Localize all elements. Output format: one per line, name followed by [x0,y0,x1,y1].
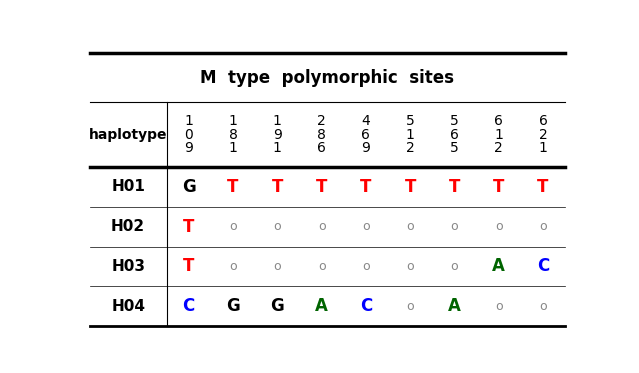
Text: o: o [450,220,458,233]
Text: G: G [226,297,240,315]
Text: 1: 1 [495,128,503,141]
Text: o: o [539,300,547,313]
Text: o: o [318,220,325,233]
Text: T: T [183,257,194,275]
Text: o: o [495,220,502,233]
Text: 9: 9 [184,141,193,155]
Text: T: T [404,178,416,196]
Text: haplotype: haplotype [89,128,167,141]
Text: T: T [227,178,239,196]
Text: 2: 2 [495,141,503,155]
Text: A: A [315,297,328,315]
Text: T: T [537,178,549,196]
Text: 6: 6 [362,128,371,141]
Text: 1: 1 [184,114,193,128]
Text: 5: 5 [450,114,459,128]
Text: 1: 1 [539,141,548,155]
Text: o: o [318,260,325,273]
Text: o: o [229,260,237,273]
Text: 2: 2 [539,128,548,141]
Text: o: o [362,220,370,233]
Text: H04: H04 [111,299,145,314]
Text: o: o [539,220,547,233]
Text: 4: 4 [362,114,370,128]
Text: 9: 9 [273,128,282,141]
Text: o: o [406,300,414,313]
Text: o: o [406,260,414,273]
Text: H03: H03 [111,259,145,274]
Text: 9: 9 [362,141,371,155]
Text: H01: H01 [111,179,145,194]
Text: C: C [183,297,195,315]
Text: 2: 2 [406,141,415,155]
Text: 1: 1 [273,141,282,155]
Text: G: G [182,178,196,196]
Text: 6: 6 [317,141,326,155]
Text: A: A [448,297,461,315]
Text: T: T [493,178,504,196]
Text: T: T [272,178,283,196]
Text: 6: 6 [450,128,459,141]
Text: 1: 1 [229,141,238,155]
Text: 6: 6 [539,114,548,128]
Text: 5: 5 [406,114,415,128]
Text: o: o [273,260,281,273]
Text: T: T [183,217,194,236]
Text: T: T [360,178,371,196]
Text: C: C [537,257,549,275]
Text: C: C [360,297,372,315]
Text: o: o [406,220,414,233]
Text: o: o [229,220,237,233]
Text: H02: H02 [111,219,145,234]
Text: 8: 8 [317,128,326,141]
Text: 1: 1 [273,114,282,128]
Text: 5: 5 [450,141,459,155]
Text: o: o [450,260,458,273]
Text: 0: 0 [184,128,193,141]
Text: o: o [362,260,370,273]
Text: M  type  polymorphic  sites: M type polymorphic sites [201,69,454,87]
Text: 8: 8 [229,128,238,141]
Text: 6: 6 [495,114,503,128]
Text: 2: 2 [317,114,326,128]
Text: o: o [495,300,502,313]
Text: 1: 1 [229,114,238,128]
Text: 1: 1 [406,128,415,141]
Text: T: T [316,178,327,196]
Text: T: T [449,178,460,196]
Text: o: o [273,220,281,233]
Text: G: G [270,297,284,315]
Text: A: A [492,257,505,275]
